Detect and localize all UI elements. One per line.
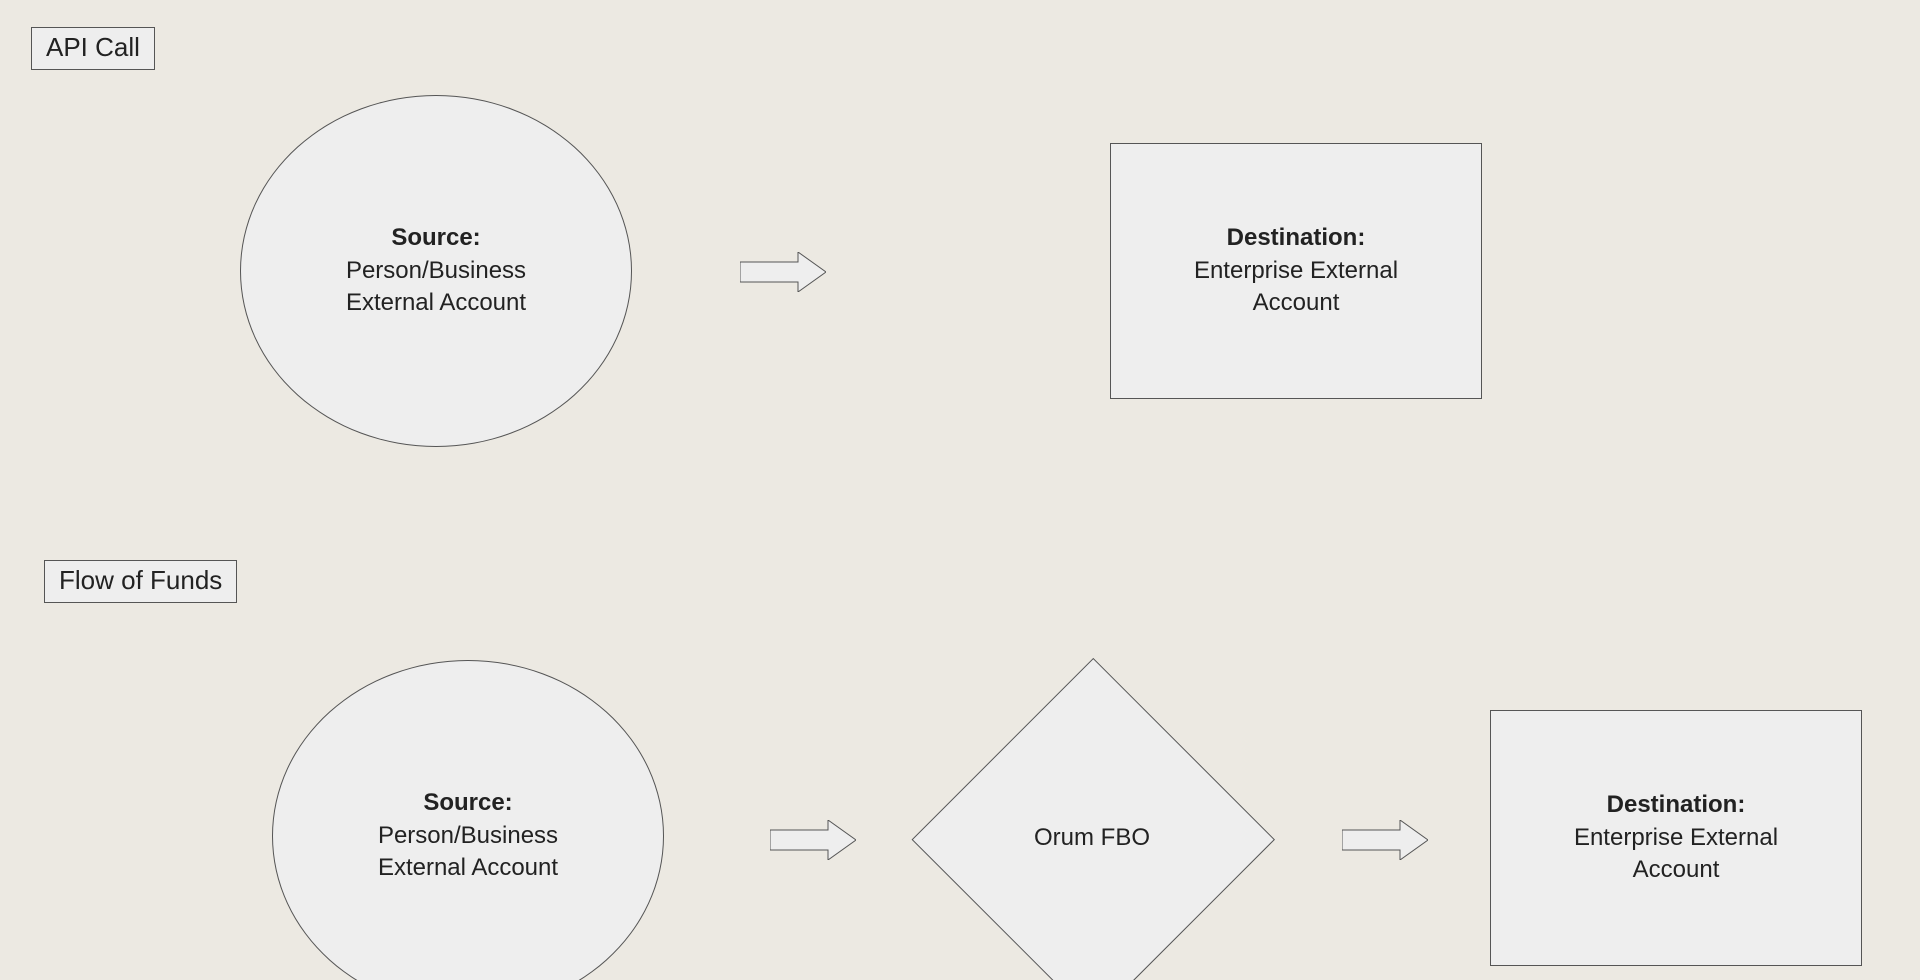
- node-flow-source: Source: Person/Business External Account: [272, 660, 664, 980]
- node-flow-fbo: Orum FBO: [912, 658, 1272, 980]
- node-line: Account: [1253, 287, 1340, 319]
- node-title: Source:: [391, 222, 480, 254]
- section-label-api-call: API Call: [31, 27, 155, 70]
- node-line: External Account: [346, 287, 526, 319]
- node-api-destination: Destination: Enterprise External Account: [1110, 143, 1482, 399]
- node-title: Destination:: [1227, 222, 1366, 254]
- node-line: Account: [1633, 854, 1720, 886]
- node-api-source: Source: Person/Business External Account: [240, 95, 632, 447]
- node-label-text: Orum FBO: [1034, 822, 1150, 854]
- node-title: Source:: [423, 787, 512, 819]
- node-flow-destination: Destination: Enterprise External Account: [1490, 710, 1862, 966]
- node-line: Enterprise External: [1194, 255, 1398, 287]
- node-title: Destination:: [1607, 789, 1746, 821]
- arrow-right-icon: [740, 252, 826, 292]
- node-label: Orum FBO: [912, 658, 1272, 980]
- node-line: Enterprise External: [1574, 822, 1778, 854]
- section-label-text: Flow of Funds: [59, 565, 222, 595]
- arrow-right-icon: [1342, 820, 1428, 860]
- section-label-flow-of-funds: Flow of Funds: [44, 560, 237, 603]
- node-line: Person/Business: [346, 255, 526, 287]
- diagram-canvas: API Call Flow of Funds Source: Person/Bu…: [0, 0, 1920, 980]
- arrow-right-icon: [770, 820, 856, 860]
- section-label-text: API Call: [46, 32, 140, 62]
- node-line: Person/Business: [378, 820, 558, 852]
- node-line: External Account: [378, 852, 558, 884]
